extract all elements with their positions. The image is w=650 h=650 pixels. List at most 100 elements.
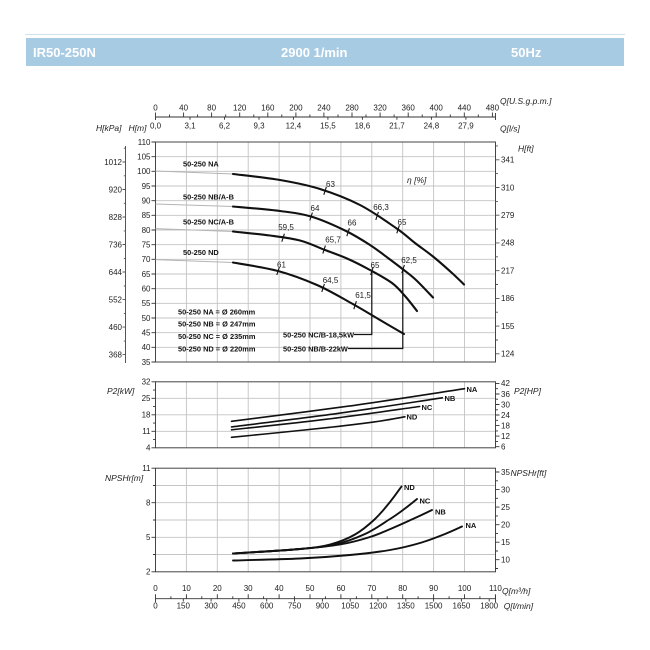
svg-text:H[m]: H[m] xyxy=(129,123,148,133)
svg-text:240: 240 xyxy=(317,104,331,113)
svg-text:Q[U.S.g.p.m.]: Q[U.S.g.p.m.] xyxy=(500,96,552,106)
svg-text:160: 160 xyxy=(261,104,275,113)
svg-text:50-250 NA: 50-250 NA xyxy=(183,160,219,169)
svg-text:450: 450 xyxy=(232,602,246,611)
svg-text:24,8: 24,8 xyxy=(424,122,440,131)
svg-text:70: 70 xyxy=(142,255,151,264)
svg-text:8: 8 xyxy=(146,499,151,508)
svg-text:920: 920 xyxy=(109,185,123,194)
svg-text:120: 120 xyxy=(233,104,247,113)
svg-text:P2[HP]: P2[HP] xyxy=(514,386,542,396)
svg-text:10: 10 xyxy=(182,584,191,593)
svg-text:279: 279 xyxy=(501,211,515,220)
svg-text:65: 65 xyxy=(142,270,151,279)
svg-text:80: 80 xyxy=(142,226,151,235)
svg-text:155: 155 xyxy=(501,322,515,331)
svg-text:45: 45 xyxy=(142,329,151,338)
svg-text:Q[l/s]: Q[l/s] xyxy=(500,124,520,134)
svg-text:248: 248 xyxy=(501,239,515,248)
svg-text:0: 0 xyxy=(153,602,158,611)
svg-text:24: 24 xyxy=(501,411,510,420)
svg-text:0,0: 0,0 xyxy=(150,122,162,131)
svg-text:11: 11 xyxy=(142,464,151,473)
svg-text:9,3: 9,3 xyxy=(253,122,265,131)
svg-text:1650: 1650 xyxy=(453,602,471,611)
svg-text:NC: NC xyxy=(420,497,431,506)
svg-text:36: 36 xyxy=(501,390,510,399)
svg-text:110: 110 xyxy=(138,138,151,147)
svg-text:30: 30 xyxy=(501,400,510,409)
svg-text:18,6: 18,6 xyxy=(355,122,371,131)
svg-text:400: 400 xyxy=(430,104,444,113)
svg-text:75: 75 xyxy=(142,241,151,250)
svg-text:50-250 NC/A-B: 50-250 NC/A-B xyxy=(183,218,234,227)
svg-text:H[kPa]: H[kPa] xyxy=(96,123,122,133)
svg-text:55: 55 xyxy=(142,299,151,308)
svg-text:18: 18 xyxy=(142,411,151,420)
svg-text:NPSHr[ft]: NPSHr[ft] xyxy=(511,468,548,478)
svg-text:15: 15 xyxy=(501,538,510,547)
svg-text:NB: NB xyxy=(445,394,456,403)
svg-text:750: 750 xyxy=(288,602,302,611)
svg-text:61,5: 61,5 xyxy=(355,291,371,300)
svg-text:0: 0 xyxy=(153,104,158,113)
svg-text:80: 80 xyxy=(398,584,407,593)
svg-text:63: 63 xyxy=(326,180,335,189)
svg-text:4: 4 xyxy=(146,444,151,453)
svg-text:Q[m³/h]: Q[m³/h] xyxy=(502,586,531,596)
svg-text:21,7: 21,7 xyxy=(389,122,405,131)
svg-text:61: 61 xyxy=(277,261,286,270)
svg-text:ND: ND xyxy=(407,413,418,422)
svg-text:NA: NA xyxy=(467,385,478,394)
svg-text:40: 40 xyxy=(142,343,151,352)
svg-text:50: 50 xyxy=(306,584,315,593)
svg-text:1500: 1500 xyxy=(425,602,443,611)
svg-text:736: 736 xyxy=(109,240,123,249)
svg-text:110: 110 xyxy=(489,584,502,593)
svg-text:217: 217 xyxy=(501,267,515,276)
svg-text:900: 900 xyxy=(316,602,330,611)
svg-text:300: 300 xyxy=(204,602,218,611)
svg-text:124: 124 xyxy=(501,350,515,359)
svg-text:100: 100 xyxy=(458,584,472,593)
svg-text:90: 90 xyxy=(142,197,151,206)
svg-text:60: 60 xyxy=(336,584,345,593)
svg-text:15,5: 15,5 xyxy=(320,122,336,131)
svg-text:50-250 NC = Ø 235mm: 50-250 NC = Ø 235mm xyxy=(178,332,256,341)
svg-text:35: 35 xyxy=(142,358,151,367)
svg-text:NB: NB xyxy=(435,508,446,517)
svg-text:90: 90 xyxy=(429,584,438,593)
svg-text:65: 65 xyxy=(398,218,407,227)
svg-text:341: 341 xyxy=(501,156,515,165)
svg-text:50-250 ND = Ø 220mm: 50-250 ND = Ø 220mm xyxy=(178,345,256,354)
svg-text:25: 25 xyxy=(501,503,510,512)
svg-text:50: 50 xyxy=(142,314,151,323)
svg-text:10: 10 xyxy=(501,556,510,565)
svg-text:64: 64 xyxy=(311,204,320,213)
svg-text:NC: NC xyxy=(422,403,433,412)
svg-text:100: 100 xyxy=(137,167,151,176)
svg-text:60: 60 xyxy=(142,285,151,294)
svg-text:65: 65 xyxy=(371,261,380,270)
svg-text:70: 70 xyxy=(367,584,376,593)
svg-text:3,1: 3,1 xyxy=(184,122,196,131)
svg-text:440: 440 xyxy=(458,104,472,113)
svg-text:310: 310 xyxy=(501,183,515,192)
svg-text:Q[l/min]: Q[l/min] xyxy=(504,601,534,611)
svg-text:1350: 1350 xyxy=(397,602,415,611)
svg-text:η [%]: η [%] xyxy=(407,175,427,185)
svg-text:552: 552 xyxy=(109,295,123,304)
svg-text:5: 5 xyxy=(146,533,151,542)
svg-text:H[ft]: H[ft] xyxy=(518,144,534,154)
svg-text:200: 200 xyxy=(289,104,303,113)
svg-text:62,5: 62,5 xyxy=(401,256,417,265)
svg-text:32: 32 xyxy=(142,378,151,387)
svg-text:12: 12 xyxy=(501,432,510,441)
svg-text:644: 644 xyxy=(109,268,123,277)
svg-text:50-250 NC/B-18,5kW: 50-250 NC/B-18,5kW xyxy=(283,331,354,340)
svg-text:368: 368 xyxy=(109,350,123,359)
svg-text:50-250 NB/A-B: 50-250 NB/A-B xyxy=(183,192,234,201)
svg-text:30: 30 xyxy=(501,485,510,494)
svg-text:1200: 1200 xyxy=(369,602,387,611)
svg-text:20: 20 xyxy=(501,521,510,530)
